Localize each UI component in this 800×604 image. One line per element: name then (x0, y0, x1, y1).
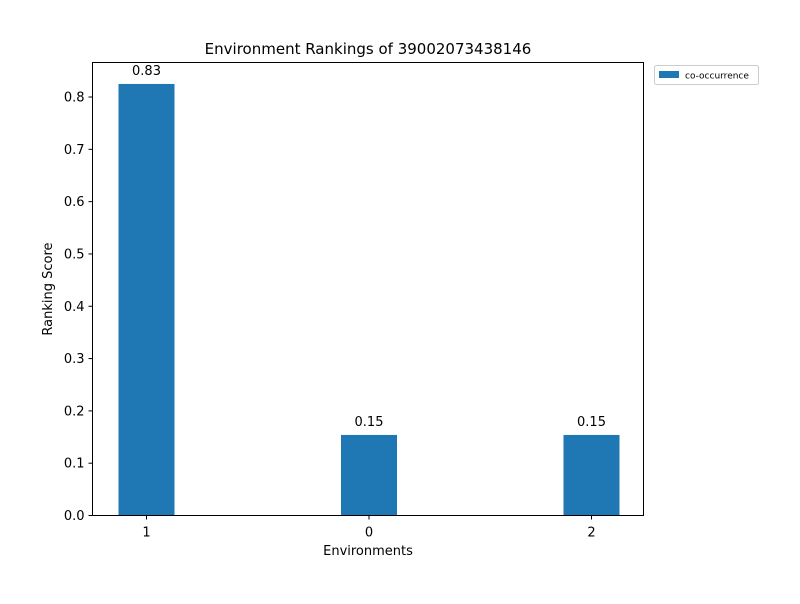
y-axis-label: Ranking Score (41, 242, 56, 335)
legend-box (654, 65, 759, 85)
x-tick-label-0: 0 (365, 526, 373, 541)
y-tick-label: 0.1 (64, 457, 85, 472)
bar-value-label-0: 0.15 (355, 415, 384, 430)
y-tick-label: 0.2 (64, 404, 85, 419)
bar-0 (341, 434, 397, 516)
ticks-layer: 1 0 2 0.0 0.1 0.2 0.3 0.4 0.5 0.6 0.7 0.8 (64, 91, 596, 541)
y-tick-label: 0.5 (64, 247, 85, 262)
x-tick-label-1: 1 (142, 526, 150, 541)
y-tick-label: 0.6 (64, 195, 85, 210)
legend-swatch (659, 71, 679, 78)
bar-value-label-2: 0.15 (577, 415, 606, 430)
y-tick-label: 0.0 (64, 509, 85, 524)
x-axis-label: Environments (323, 544, 413, 559)
y-tick-label: 0.8 (64, 91, 85, 106)
y-tick-label: 0.4 (64, 300, 85, 315)
y-tick-label: 0.7 (64, 143, 85, 158)
y-tick-label: 0.3 (64, 352, 85, 367)
legend: co-occurrence (654, 65, 759, 85)
x-tick-label-2: 2 (587, 526, 595, 541)
bar-2 (563, 434, 620, 516)
legend-label: co-occurrence (685, 72, 749, 82)
plot-frame (92, 62, 644, 516)
bars-layer: 0.83 0.15 0.15 (118, 64, 620, 516)
bar-value-label-1: 0.83 (132, 64, 161, 79)
bar-1 (118, 83, 175, 516)
chart-title: Environment Rankings of 39002073438146 (205, 40, 532, 58)
